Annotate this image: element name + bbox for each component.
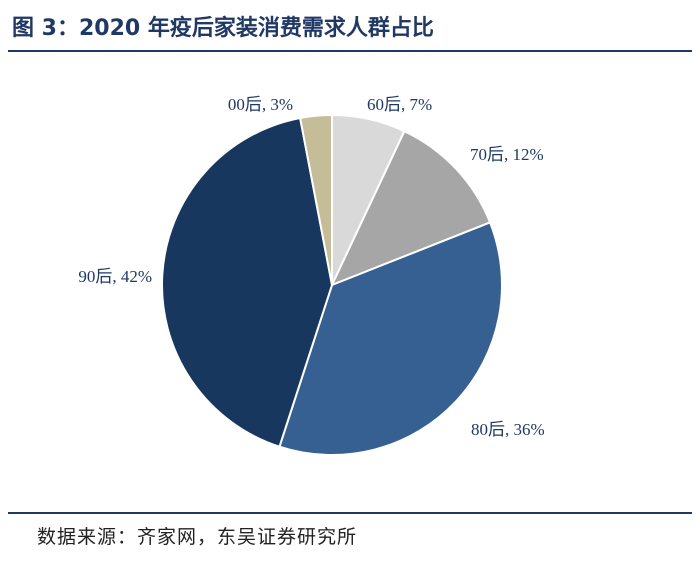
pie-slice-3	[278, 221, 503, 456]
data-source: 数据来源：齐家网，东吴证券研究所	[37, 526, 358, 548]
figure-title: 图 3：2020 年疫后家装消费需求人群占比	[12, 16, 434, 41]
pie-labels: 60后, 7% 70后, 12% 80后, 36% 90后, 42% 00后, 3%	[78, 95, 544, 439]
pie-slices	[160, 113, 503, 456]
title-rule	[8, 50, 692, 52]
pie-slice-4	[160, 116, 334, 448]
pie-label-3: 80后, 36%	[471, 420, 545, 439]
pie-slice-2	[330, 129, 492, 287]
pie-label-4: 90后, 42%	[78, 267, 152, 286]
pie-label-2: 70后, 12%	[470, 145, 544, 164]
pie-label-5: 00后, 3%	[228, 95, 293, 114]
pie-label-1: 60后, 7%	[367, 95, 432, 114]
pie-slice-5	[298, 113, 333, 286]
source-rule	[8, 512, 692, 514]
